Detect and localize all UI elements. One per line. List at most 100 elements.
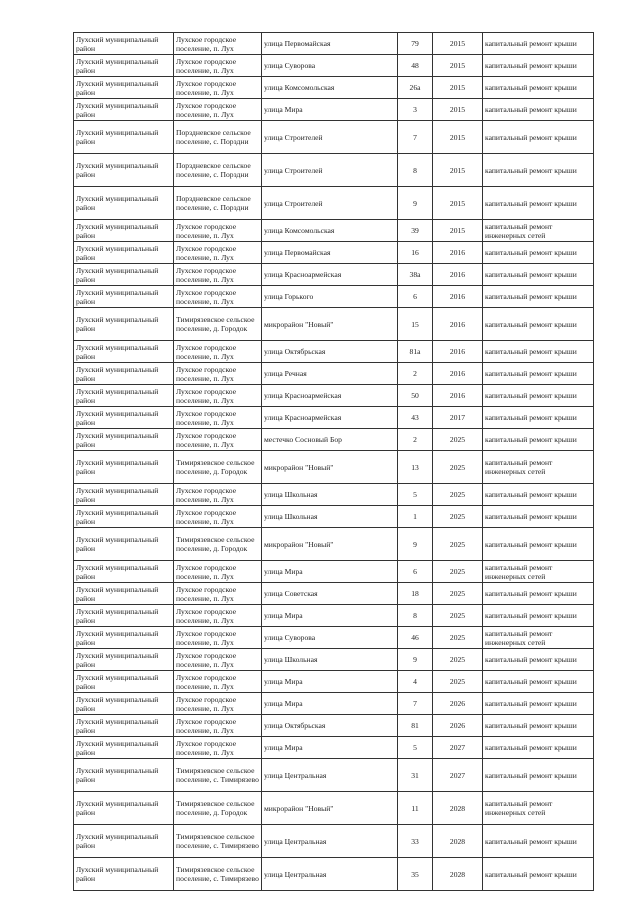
work-type-cell: капитальный ремонт крыши xyxy=(482,54,594,77)
district-cell: Лухский муниципальный район xyxy=(73,604,174,627)
street-cell: улица Красноармейская xyxy=(261,406,398,429)
street-cell: улица Мира xyxy=(261,736,398,759)
house-number-cell: 39 xyxy=(397,219,433,242)
work-type-cell: капитальный ремонт крыши xyxy=(482,824,594,858)
house-number-cell: 35 xyxy=(397,857,433,891)
house-number-cell: 15 xyxy=(397,307,433,341)
district-cell: Лухский муниципальный район xyxy=(73,692,174,715)
house-number-cell: 1 xyxy=(397,505,433,528)
settlement-cell: Тимирязевское сельское поселение, с. Тим… xyxy=(173,857,262,891)
house-number-cell: 11 xyxy=(397,791,433,825)
table-row: Лухский муниципальный район Лухское город… xyxy=(73,604,594,627)
district-cell: Лухский муниципальный район xyxy=(73,32,174,55)
work-type-cell: капитальный ремонт крыши xyxy=(482,428,594,451)
district-cell: Лухский муниципальный район xyxy=(73,340,174,363)
work-type-cell: капитальный ремонт крыши xyxy=(482,263,594,286)
work-type-cell: капитальный ремонт крыши xyxy=(482,186,594,220)
year-cell: 2015 xyxy=(432,32,483,55)
house-number-cell: 79 xyxy=(397,32,433,55)
settlement-cell: Тимирязевское сельское поселение, д. Гор… xyxy=(173,527,262,561)
settlement-cell: Лухское городское поселение, п. Лух xyxy=(173,98,262,121)
district-cell: Лухский муниципальный район xyxy=(73,582,174,605)
street-cell: улица Школьная xyxy=(261,483,398,506)
district-cell: Лухский муниципальный район xyxy=(73,736,174,759)
settlement-cell: Лухское городское поселение, п. Лух xyxy=(173,241,262,264)
year-cell: 2025 xyxy=(432,428,483,451)
district-cell: Лухский муниципальный район xyxy=(73,120,174,154)
work-type-cell: капитальный ремонт крыши xyxy=(482,98,594,121)
house-number-cell: 6 xyxy=(397,285,433,308)
year-cell: 2015 xyxy=(432,219,483,242)
table-row: Лухский муниципальный район Лухское город… xyxy=(73,736,594,759)
district-cell: Лухский муниципальный район xyxy=(73,626,174,649)
settlement-cell: Тимирязевское сельское поселение, с. Тим… xyxy=(173,824,262,858)
work-type-cell: капитальный ремонт инженерных сетей xyxy=(482,626,594,649)
table-row: Лухский муниципальный район Лухское город… xyxy=(73,219,594,242)
table-row: Лухский муниципальный район Лухское город… xyxy=(73,428,594,451)
table-row: Лухский муниципальный район Лухское город… xyxy=(73,76,594,99)
table-row: Лухский муниципальный район Лухское город… xyxy=(73,54,594,77)
work-type-cell: капитальный ремонт крыши xyxy=(482,340,594,363)
work-type-cell: капитальный ремонт крыши xyxy=(482,670,594,693)
year-cell: 2015 xyxy=(432,76,483,99)
year-cell: 2025 xyxy=(432,560,483,583)
year-cell: 2028 xyxy=(432,791,483,825)
house-number-cell: 31 xyxy=(397,758,433,792)
district-cell: Лухский муниципальный район xyxy=(73,791,174,825)
year-cell: 2025 xyxy=(432,626,483,649)
year-cell: 2025 xyxy=(432,582,483,605)
house-number-cell: 8 xyxy=(397,153,433,187)
work-type-cell: капитальный ремонт крыши xyxy=(482,505,594,528)
district-cell: Лухский муниципальный район xyxy=(73,428,174,451)
street-cell: улица Первомайская xyxy=(261,241,398,264)
street-cell: улица Комсомольская xyxy=(261,76,398,99)
settlement-cell: Лухское городское поселение, п. Лух xyxy=(173,626,262,649)
year-cell: 2026 xyxy=(432,714,483,737)
street-cell: улица Школьная xyxy=(261,505,398,528)
year-cell: 2025 xyxy=(432,648,483,671)
district-cell: Лухский муниципальный район xyxy=(73,285,174,308)
year-cell: 2016 xyxy=(432,340,483,363)
street-cell: улица Мира xyxy=(261,692,398,715)
district-cell: Лухский муниципальный район xyxy=(73,505,174,528)
work-type-cell: капитальный ремонт крыши xyxy=(482,582,594,605)
table-row: Лухский муниципальный район Тимирязевское… xyxy=(73,307,594,341)
year-cell: 2016 xyxy=(432,362,483,385)
settlement-cell: Тимирязевское сельское поселение, д. Гор… xyxy=(173,450,262,484)
street-cell: улица Строителей xyxy=(261,153,398,187)
house-number-cell: 6 xyxy=(397,560,433,583)
house-number-cell: 46 xyxy=(397,626,433,649)
district-cell: Лухский муниципальный район xyxy=(73,263,174,286)
year-cell: 2015 xyxy=(432,120,483,154)
house-number-cell: 7 xyxy=(397,692,433,715)
table-row: Лухский муниципальный район Лухское город… xyxy=(73,714,594,737)
year-cell: 2026 xyxy=(432,692,483,715)
settlement-cell: Лухское городское поселение, п. Лух xyxy=(173,54,262,77)
work-type-cell: капитальный ремонт крыши xyxy=(482,604,594,627)
settlement-cell: Лухское городское поселение, п. Лух xyxy=(173,384,262,407)
district-cell: Лухский муниципальный район xyxy=(73,483,174,506)
year-cell: 2015 xyxy=(432,153,483,187)
year-cell: 2025 xyxy=(432,483,483,506)
table-row: Лухский муниципальный район Лухское город… xyxy=(73,263,594,286)
table-row: Лухский муниципальный район Порздневское … xyxy=(73,186,594,220)
district-cell: Лухский муниципальный район xyxy=(73,648,174,671)
street-cell: микрорайон "Новый" xyxy=(261,307,398,341)
table-row: Лухский муниципальный район Лухское город… xyxy=(73,692,594,715)
street-cell: улица Суворова xyxy=(261,626,398,649)
house-number-cell: 5 xyxy=(397,736,433,759)
district-cell: Лухский муниципальный район xyxy=(73,241,174,264)
house-number-cell: 18 xyxy=(397,582,433,605)
year-cell: 2025 xyxy=(432,505,483,528)
district-cell: Лухский муниципальный район xyxy=(73,98,174,121)
settlement-cell: Тимирязевское сельское поселение, д. Гор… xyxy=(173,307,262,341)
settlement-cell: Порздневское сельское поселение, с. Порз… xyxy=(173,186,262,220)
house-number-cell: 48 xyxy=(397,54,433,77)
table-row: Лухский муниципальный район Лухское город… xyxy=(73,582,594,605)
house-number-cell: 9 xyxy=(397,527,433,561)
work-type-cell: капитальный ремонт инженерных сетей xyxy=(482,560,594,583)
street-cell: микрорайон "Новый" xyxy=(261,450,398,484)
district-cell: Лухский муниципальный район xyxy=(73,857,174,891)
street-cell: улица Советская xyxy=(261,582,398,605)
street-cell: улица Мира xyxy=(261,98,398,121)
